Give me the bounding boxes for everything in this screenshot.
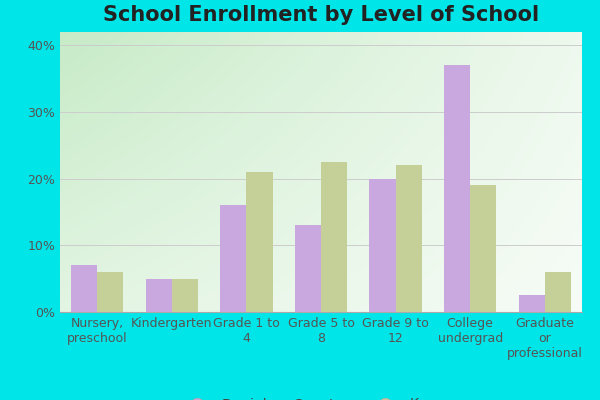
Bar [71, 265, 97, 312]
Bar [395, 165, 422, 312]
Bar [97, 272, 124, 312]
Bar [220, 205, 247, 312]
Legend: Doniphan County, Kansas: Doniphan County, Kansas [178, 392, 464, 400]
Bar [321, 162, 347, 312]
Bar [172, 279, 198, 312]
Bar [470, 185, 496, 312]
Bar [295, 225, 321, 312]
Bar [545, 272, 571, 312]
Bar [518, 295, 545, 312]
Bar [247, 172, 272, 312]
Bar [370, 179, 395, 312]
Title: School Enrollment by Level of School: School Enrollment by Level of School [103, 5, 539, 25]
Bar [146, 279, 172, 312]
Bar [444, 65, 470, 312]
